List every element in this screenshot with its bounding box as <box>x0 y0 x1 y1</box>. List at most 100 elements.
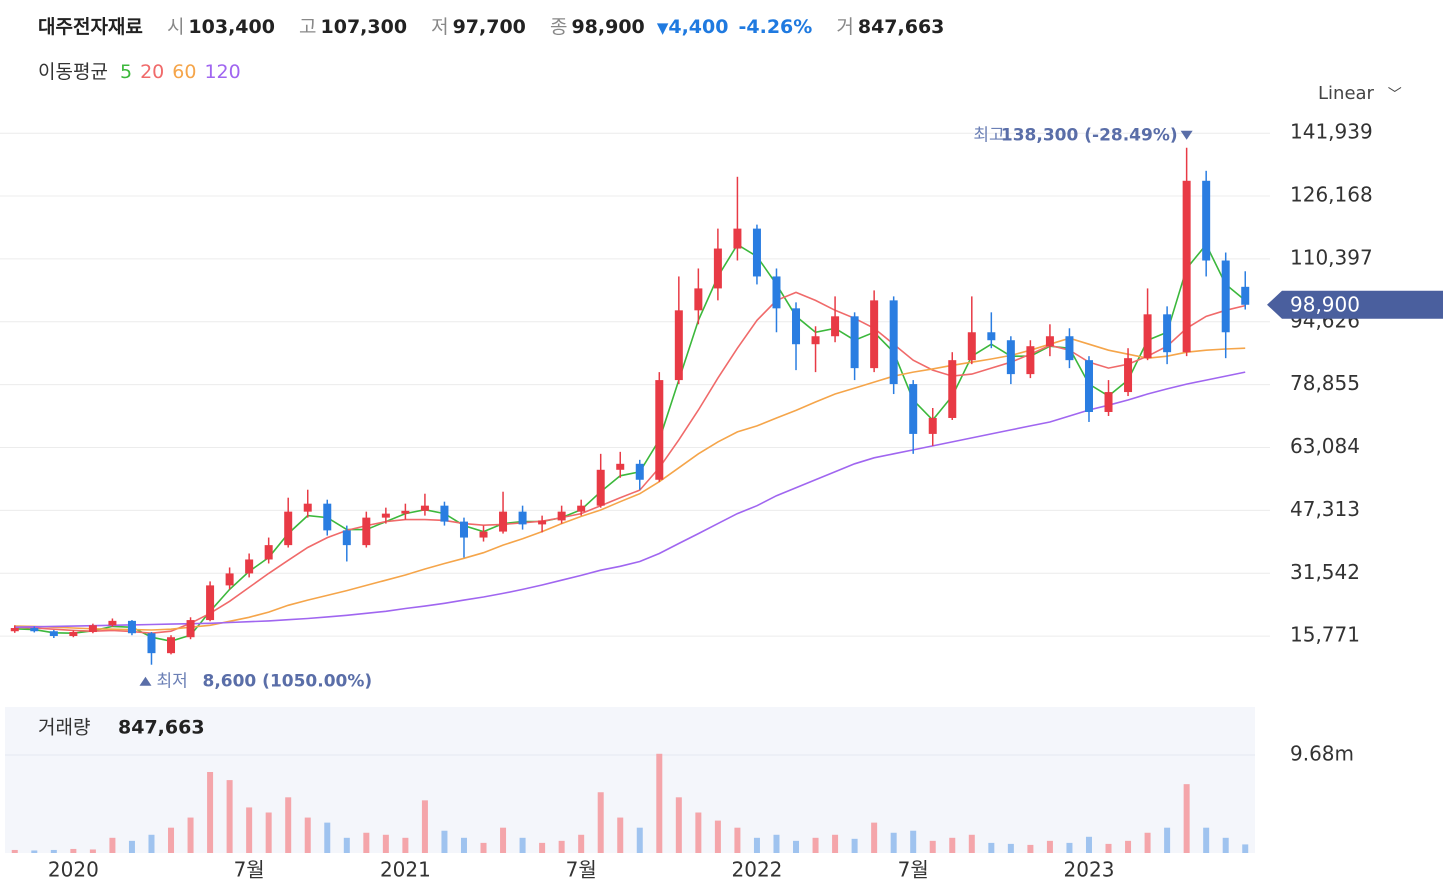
candle-body <box>674 310 683 381</box>
volume-bar <box>304 817 311 853</box>
high-value: 107,300 <box>320 16 408 38</box>
scale-label[interactable]: Linear <box>1318 83 1374 104</box>
candle-body <box>206 585 215 621</box>
x-tick-label: 2021 <box>380 858 431 882</box>
volume-bar <box>402 837 409 853</box>
ma-legend: 이동평균 5 20 60 120 <box>38 57 249 84</box>
volume-bar <box>1007 843 1014 853</box>
candle-body <box>1143 314 1152 359</box>
candle-body <box>127 620 136 634</box>
volume-bar <box>207 772 214 853</box>
legend-entry: 60 <box>172 61 197 83</box>
change: 4,400 <box>668 16 729 38</box>
candle-body <box>1202 180 1211 261</box>
volume-bar <box>949 837 956 853</box>
last-price-label: 98,900 <box>1290 292 1360 316</box>
candle-body <box>635 463 644 480</box>
candle-body <box>1045 336 1054 347</box>
volume-bar <box>285 797 292 853</box>
volume-bar <box>11 849 18 853</box>
close-value: 98,900 <box>571 16 645 38</box>
x-tick-label: 2023 <box>1064 858 1115 882</box>
candle-body <box>889 300 898 385</box>
volume-bar <box>734 827 741 853</box>
y-tick-label: 126,168 <box>1290 183 1373 207</box>
candle-body <box>538 520 547 525</box>
candle-body <box>772 276 781 309</box>
volume-bar <box>441 830 448 853</box>
y-tick-label: 110,397 <box>1290 245 1373 269</box>
volume-title: 거래량 <box>38 717 90 739</box>
candle-body <box>225 573 234 586</box>
volume-bar <box>226 780 233 853</box>
y-tick-label: 15,771 <box>1290 623 1360 647</box>
chevron[interactable]: ﹀ <box>1387 87 1402 103</box>
volume-bar <box>1085 836 1092 853</box>
high-value: 138,300 (-28.49%) <box>1001 126 1178 146</box>
volume-bar <box>871 822 878 853</box>
down-icon: ▼ <box>656 19 669 37</box>
volume-bar <box>168 827 175 853</box>
candle-body <box>69 632 78 637</box>
candle-body <box>10 628 19 632</box>
volume-bar <box>968 834 975 853</box>
candle-body <box>49 631 58 637</box>
candle-body <box>1124 358 1133 393</box>
volume-bar <box>1222 837 1229 853</box>
high-marker <box>1180 130 1193 140</box>
volume-bar <box>695 812 702 853</box>
volume-bar <box>851 838 858 853</box>
volume-bar <box>793 840 800 853</box>
volume-bar <box>1027 844 1034 853</box>
candle-body <box>948 360 957 418</box>
candle-body <box>108 620 117 626</box>
candle-body <box>88 625 97 633</box>
ma-line <box>14 243 1246 643</box>
candle-body <box>1065 336 1074 361</box>
low-value: 8,600 (1050.00%) <box>202 672 372 692</box>
candle-body <box>30 628 39 632</box>
volume-bar <box>1203 827 1210 853</box>
candle-body <box>987 332 996 341</box>
volume-bar <box>265 812 272 853</box>
volume-bar <box>324 822 331 853</box>
volume-bar <box>187 817 194 853</box>
change-pct: -4.26% <box>738 16 813 38</box>
volume-bar <box>70 848 77 853</box>
volume-bar <box>539 842 546 853</box>
candle-body <box>1026 346 1035 375</box>
candle-body <box>342 530 351 546</box>
volume-bar <box>382 834 389 853</box>
scale-select[interactable]: Linear ﹀ <box>1318 83 1402 104</box>
x-tick-label: 7월 <box>234 858 265 882</box>
last-price-tag <box>1267 290 1443 319</box>
y-tick-label: 47,313 <box>1290 497 1360 521</box>
candle-body <box>694 288 703 311</box>
low-label: 최저 <box>156 672 187 692</box>
header: 대주전자재료 시 103,400 고 107,300 저 97,700 종 98,900… <box>38 12 944 39</box>
candle-body <box>557 511 566 521</box>
volume-bar <box>910 830 917 853</box>
volume-bar <box>460 837 467 853</box>
volume-bar <box>773 834 780 853</box>
volume-bar <box>363 832 370 853</box>
volume-label: 거 <box>836 16 854 38</box>
candle-body <box>459 521 468 538</box>
candle-body <box>616 463 625 470</box>
volume-bar <box>128 840 135 853</box>
candle-body <box>420 505 429 511</box>
candle-body <box>752 228 761 277</box>
candle-body <box>440 505 449 522</box>
volume-bar <box>480 842 487 853</box>
candle-body <box>518 511 527 525</box>
volume-bar <box>1144 832 1151 853</box>
volume-bar <box>812 837 819 853</box>
volume-bar <box>578 834 585 853</box>
volume-last: 847,663 <box>118 717 205 739</box>
volume-bar <box>148 834 155 853</box>
candle-body <box>264 545 273 560</box>
candle-body <box>577 505 586 512</box>
candle-body <box>1182 180 1191 353</box>
ma-line <box>14 371 1246 628</box>
